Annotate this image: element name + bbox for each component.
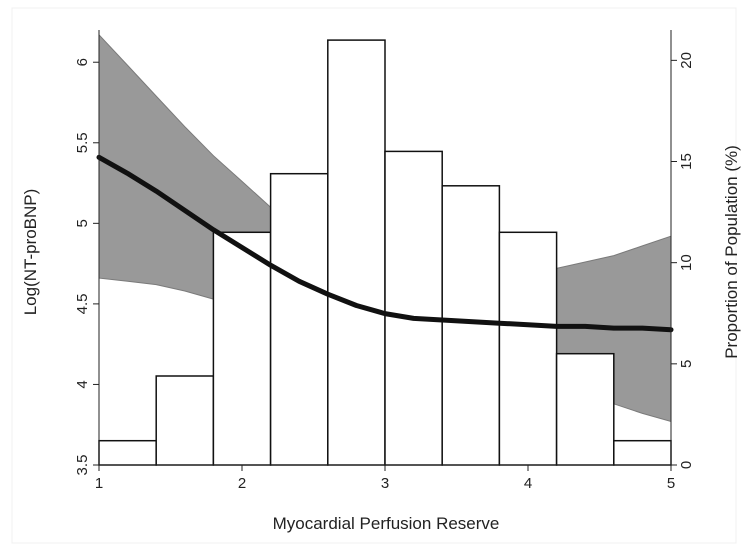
x-tick-label: 3	[381, 475, 389, 492]
histogram-bar	[269, 172, 329, 466]
y-tick-label: 4	[74, 380, 91, 388]
histogram-bar	[155, 375, 215, 466]
histogram-bar	[441, 185, 501, 466]
y2-tick-label: 20	[678, 52, 695, 69]
y-tick-label: 5	[74, 219, 91, 227]
plot-frame	[11, 7, 737, 544]
histogram-bar	[555, 352, 615, 466]
y-tick-label: 3.5	[74, 455, 91, 476]
histogram-bar	[613, 439, 672, 466]
x-tick-label: 5	[667, 475, 675, 492]
y2-tick-label: 0	[678, 461, 695, 469]
y-tick-label: 6	[74, 58, 91, 66]
y2-tick-label: 10	[678, 254, 695, 271]
histogram-bar	[384, 150, 443, 466]
histogram-bar	[327, 39, 386, 466]
x-tick-label: 1	[95, 475, 103, 492]
histogram-bar	[498, 231, 558, 466]
y2-axis-title: Proportion of Population (%)	[722, 145, 741, 359]
x-tick-label: 2	[238, 475, 246, 492]
fit-line-layer	[96, 154, 674, 333]
histogram-bar	[98, 439, 157, 466]
y2-tick-label: 15	[678, 153, 695, 170]
y-tick-label: 5.5	[74, 132, 91, 153]
fit-line	[96, 154, 674, 333]
y2-tick-label: 5	[678, 360, 695, 368]
histogram-bar	[212, 231, 272, 466]
y-tick-label: 4.5	[74, 293, 91, 314]
x-tick-label: 4	[524, 475, 532, 492]
y-axis-title: Log(NT-proBNP)	[21, 189, 40, 316]
x-axis-title: Myocardial Perfusion Reserve	[273, 514, 500, 533]
